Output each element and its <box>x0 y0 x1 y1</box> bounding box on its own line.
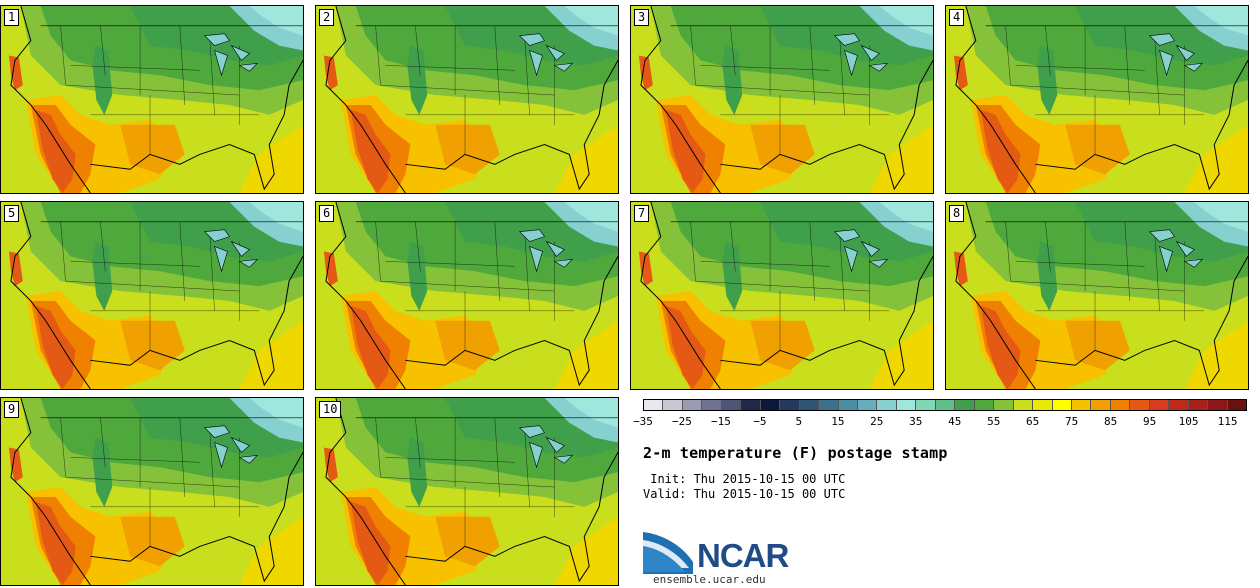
colorbar-segment <box>1110 400 1131 410</box>
colorbar-segment <box>1091 400 1111 410</box>
member-label: 8 <box>949 205 965 222</box>
us-temperature-map <box>316 6 618 193</box>
colorbar-tick-label: 25 <box>870 415 884 428</box>
colorbar-segment <box>916 400 936 410</box>
colorbar-segment <box>896 400 917 410</box>
member-map-1: 1 <box>0 5 304 194</box>
colorbar-tick-label: 75 <box>1065 415 1079 428</box>
colorbar-segment <box>1033 400 1053 410</box>
valid-time: Valid: Thu 2015-10-15 00 UTC <box>643 487 846 501</box>
colorbar-segment <box>1013 400 1034 410</box>
plot-title: 2-m temperature (F) postage stamp <box>643 444 948 462</box>
member-map-3: 3 <box>630 5 934 194</box>
colorbar-tick-label: −15 <box>710 415 731 428</box>
colorbar-segment <box>1052 400 1072 410</box>
colorbar-tick-label: 35 <box>909 415 923 428</box>
colorbar-segment <box>702 400 722 410</box>
colorbar-segment <box>663 400 683 410</box>
colorbar-tick-label: −35 <box>633 415 653 428</box>
member-label: 4 <box>949 9 965 26</box>
colorbar-tick-label: 95 <box>1142 415 1157 428</box>
us-temperature-map <box>631 202 933 389</box>
member-map-6: 6 <box>315 201 619 390</box>
colorbar-tick-label: 15 <box>831 415 845 428</box>
colorbar-segment <box>1149 400 1170 410</box>
colorbar-segment <box>1208 400 1228 410</box>
colorbar-segment <box>838 400 858 410</box>
colorbar-segment <box>780 400 800 410</box>
member-label: 6 <box>319 205 335 222</box>
member-map-10: 10 <box>315 397 619 586</box>
site-url: ensemble.ucar.edu <box>653 573 766 586</box>
us-temperature-map <box>316 398 618 585</box>
member-label: 5 <box>4 205 20 222</box>
colorbar-tick-label: −5 <box>753 415 767 428</box>
colorbar-segment <box>1130 400 1150 410</box>
member-label: 2 <box>319 9 335 26</box>
colorbar-tick-label: 105 <box>1178 415 1199 428</box>
colorbar-tick-label: −25 <box>672 415 692 428</box>
colorbar-tick-label: 45 <box>948 415 962 428</box>
init-time: Init: Thu 2015-10-15 00 UTC <box>643 472 846 486</box>
colorbar-segment <box>955 400 975 410</box>
member-map-9: 9 <box>0 397 304 586</box>
temperature-colorbar <box>643 399 1247 411</box>
us-temperature-map <box>316 202 618 389</box>
member-map-4: 4 <box>945 5 1249 194</box>
us-temperature-map <box>946 202 1248 389</box>
colorbar-segment <box>974 400 995 410</box>
us-temperature-map <box>1 398 303 585</box>
member-map-5: 5 <box>0 201 304 390</box>
colorbar-segment <box>1169 400 1189 410</box>
colorbar-segment <box>721 400 742 410</box>
ncar-logo-text: NCAR <box>697 537 789 574</box>
colorbar-segment <box>741 400 761 410</box>
us-temperature-map <box>1 202 303 389</box>
member-map-2: 2 <box>315 5 619 194</box>
member-label: 9 <box>4 401 20 418</box>
colorbar-segment <box>682 400 703 410</box>
colorbar-segment <box>760 400 781 410</box>
colorbar-segment <box>644 400 664 410</box>
colorbar-tick-label: 115 <box>1217 415 1238 428</box>
colorbar-segment <box>935 400 956 410</box>
colorbar-tick-label: 85 <box>1103 415 1118 428</box>
colorbar-tick-label: 5 <box>795 415 803 428</box>
member-label: 3 <box>634 9 650 26</box>
colorbar-segment <box>994 400 1014 410</box>
colorbar-segment <box>1188 400 1209 410</box>
ncar-logo-icon <box>643 532 693 574</box>
colorbar-segment <box>857 400 878 410</box>
colorbar-segment <box>877 400 897 410</box>
member-map-8: 8 <box>945 201 1249 390</box>
us-temperature-map <box>631 6 933 193</box>
member-map-7: 7 <box>630 201 934 390</box>
colorbar-segment <box>799 400 820 410</box>
member-label: 10 <box>319 401 342 418</box>
member-label: 7 <box>634 205 650 222</box>
colorbar-tick-label: 65 <box>1026 415 1040 428</box>
colorbar-segment <box>1071 400 1092 410</box>
us-temperature-map <box>946 6 1248 193</box>
member-label: 1 <box>4 9 20 26</box>
us-temperature-map <box>1 6 303 193</box>
colorbar-segment <box>819 400 839 410</box>
colorbar-segment <box>1227 400 1247 410</box>
colorbar-tick-label: 55 <box>987 415 1001 428</box>
